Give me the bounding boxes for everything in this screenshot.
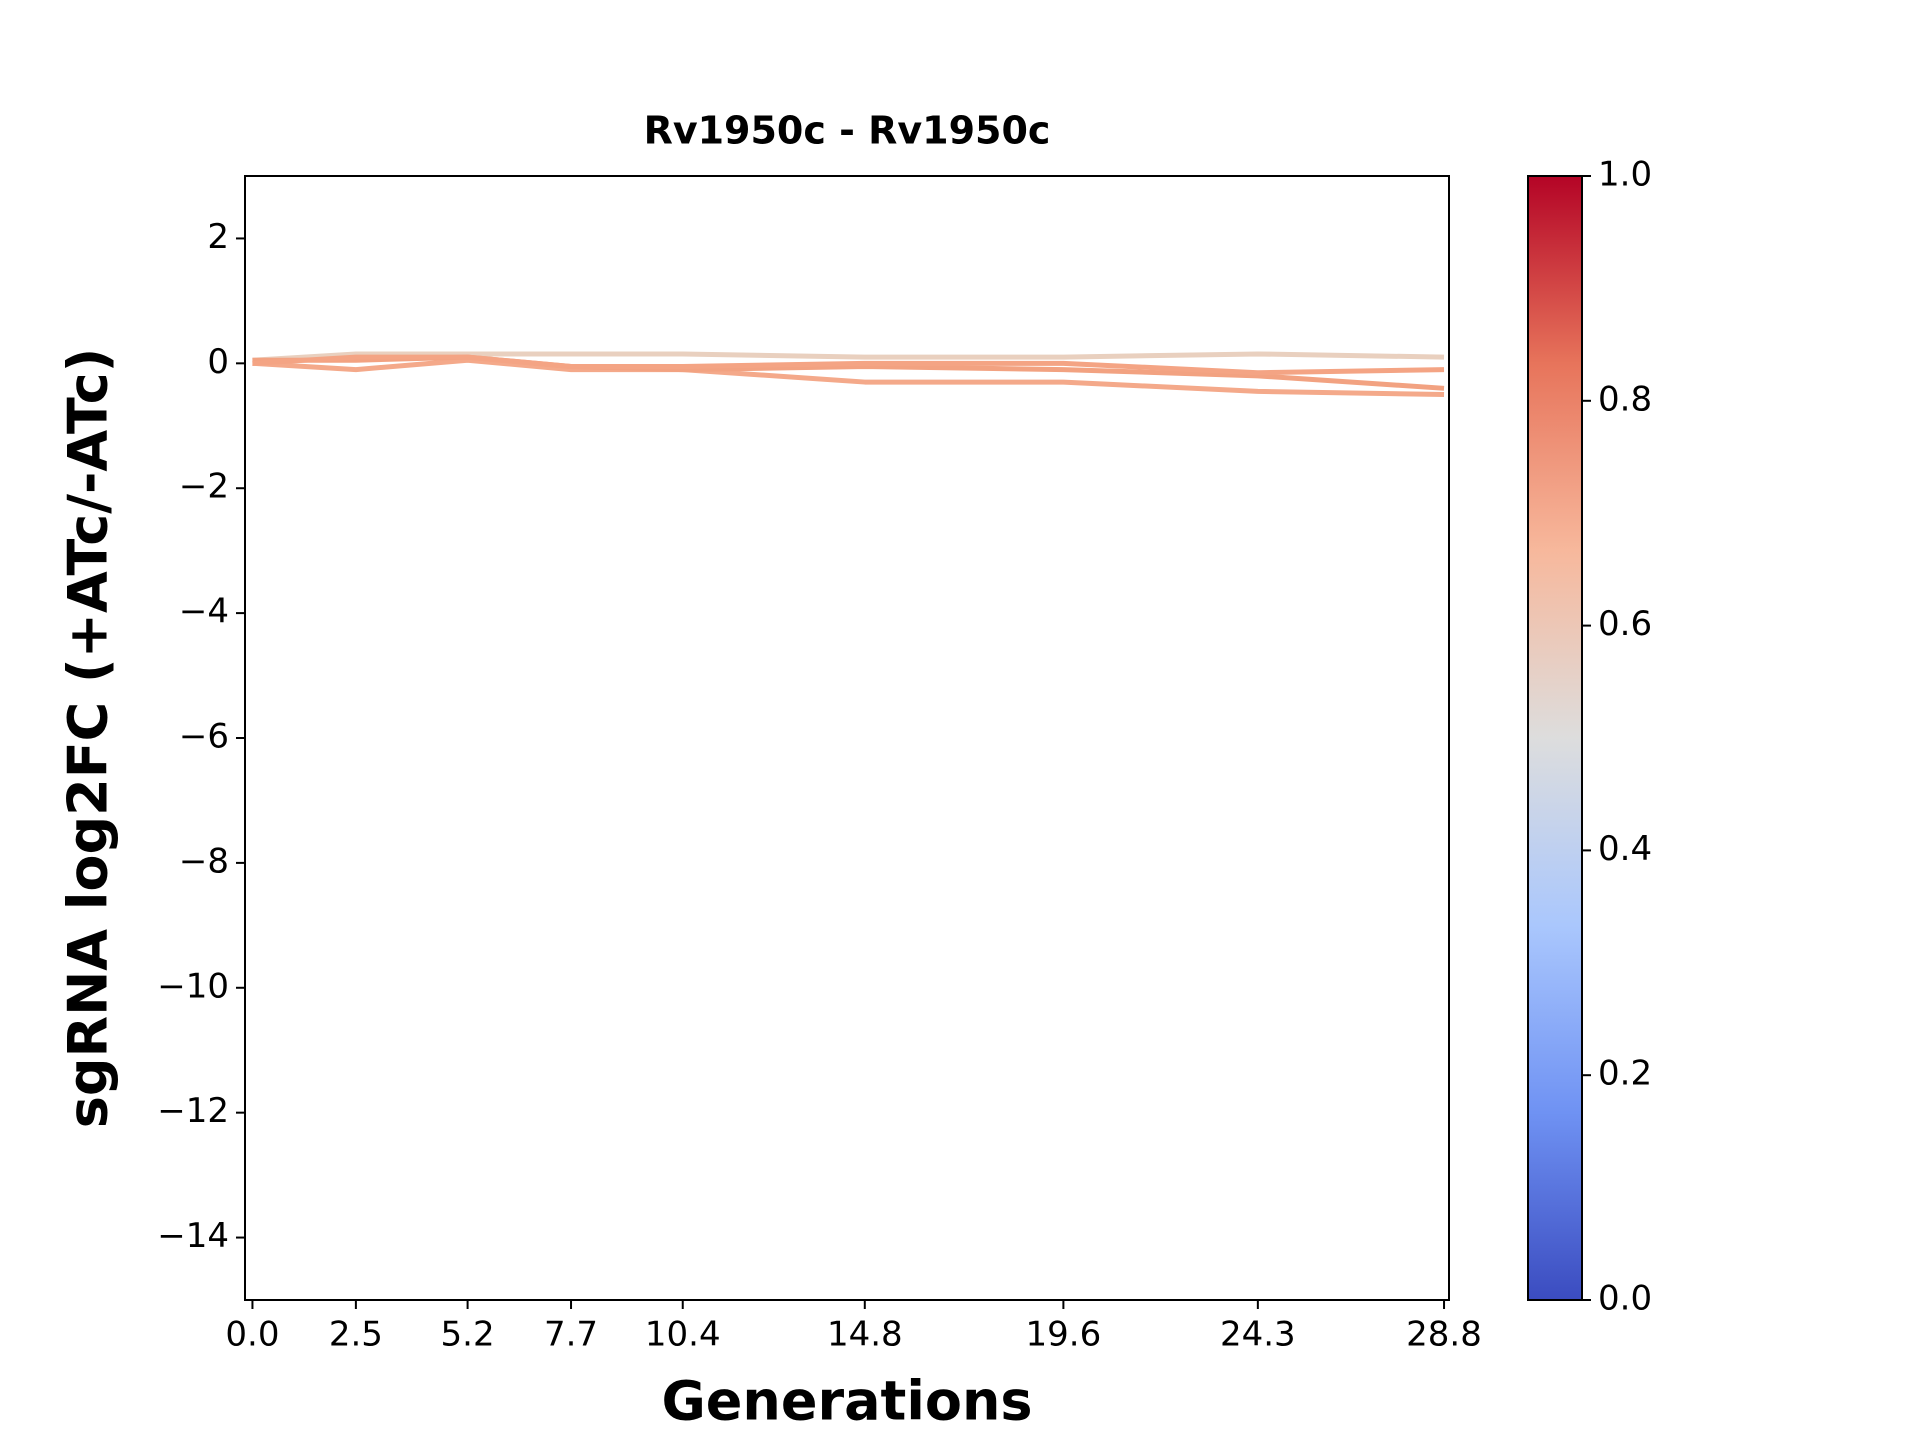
colorbar-tick-label: 0.4 [1598, 829, 1652, 869]
x-tick-label: 28.8 [1406, 1315, 1482, 1355]
colorbar-tick-label: 0.2 [1598, 1054, 1652, 1094]
y-tick-label: 2 [207, 217, 229, 257]
colorbar-tick-label: 0.8 [1598, 379, 1652, 419]
x-tick-label: 24.3 [1220, 1315, 1296, 1355]
y-tick-label: −10 [157, 966, 229, 1006]
y-axis-label: sgRNA log2FC (+ATc/-ATc) [57, 348, 120, 1129]
plot-frame [244, 175, 1450, 1301]
x-tick-label: 5.2 [441, 1315, 495, 1355]
y-tick-label: −4 [179, 592, 229, 632]
y-tick-label: −14 [157, 1216, 229, 1256]
colorbar [1527, 175, 1583, 1301]
y-tick-label: −2 [179, 467, 229, 507]
chart-title: Rv1950c - Rv1950c [644, 109, 1051, 153]
colorbar-tick-label: 0.0 [1598, 1279, 1652, 1319]
colorbar-tick-label: 1.0 [1598, 155, 1652, 195]
x-tick-label: 14.8 [827, 1315, 903, 1355]
x-tick-label: 2.5 [329, 1315, 383, 1355]
y-tick-label: −6 [179, 717, 229, 757]
x-tick-label: 0.0 [225, 1315, 279, 1355]
data-line [252, 351, 1445, 363]
y-tick-label: −8 [179, 841, 229, 881]
x-tick-label: 19.6 [1026, 1315, 1102, 1355]
colorbar-tick-label: 0.6 [1598, 604, 1652, 644]
x-tick-label: 7.7 [544, 1315, 598, 1355]
data-line [252, 354, 1445, 376]
x-tick-label: 10.4 [645, 1315, 721, 1355]
y-tick-label: 0 [207, 342, 229, 382]
y-tick-label: −12 [157, 1091, 229, 1131]
x-axis-label: Generations [661, 1370, 1032, 1433]
